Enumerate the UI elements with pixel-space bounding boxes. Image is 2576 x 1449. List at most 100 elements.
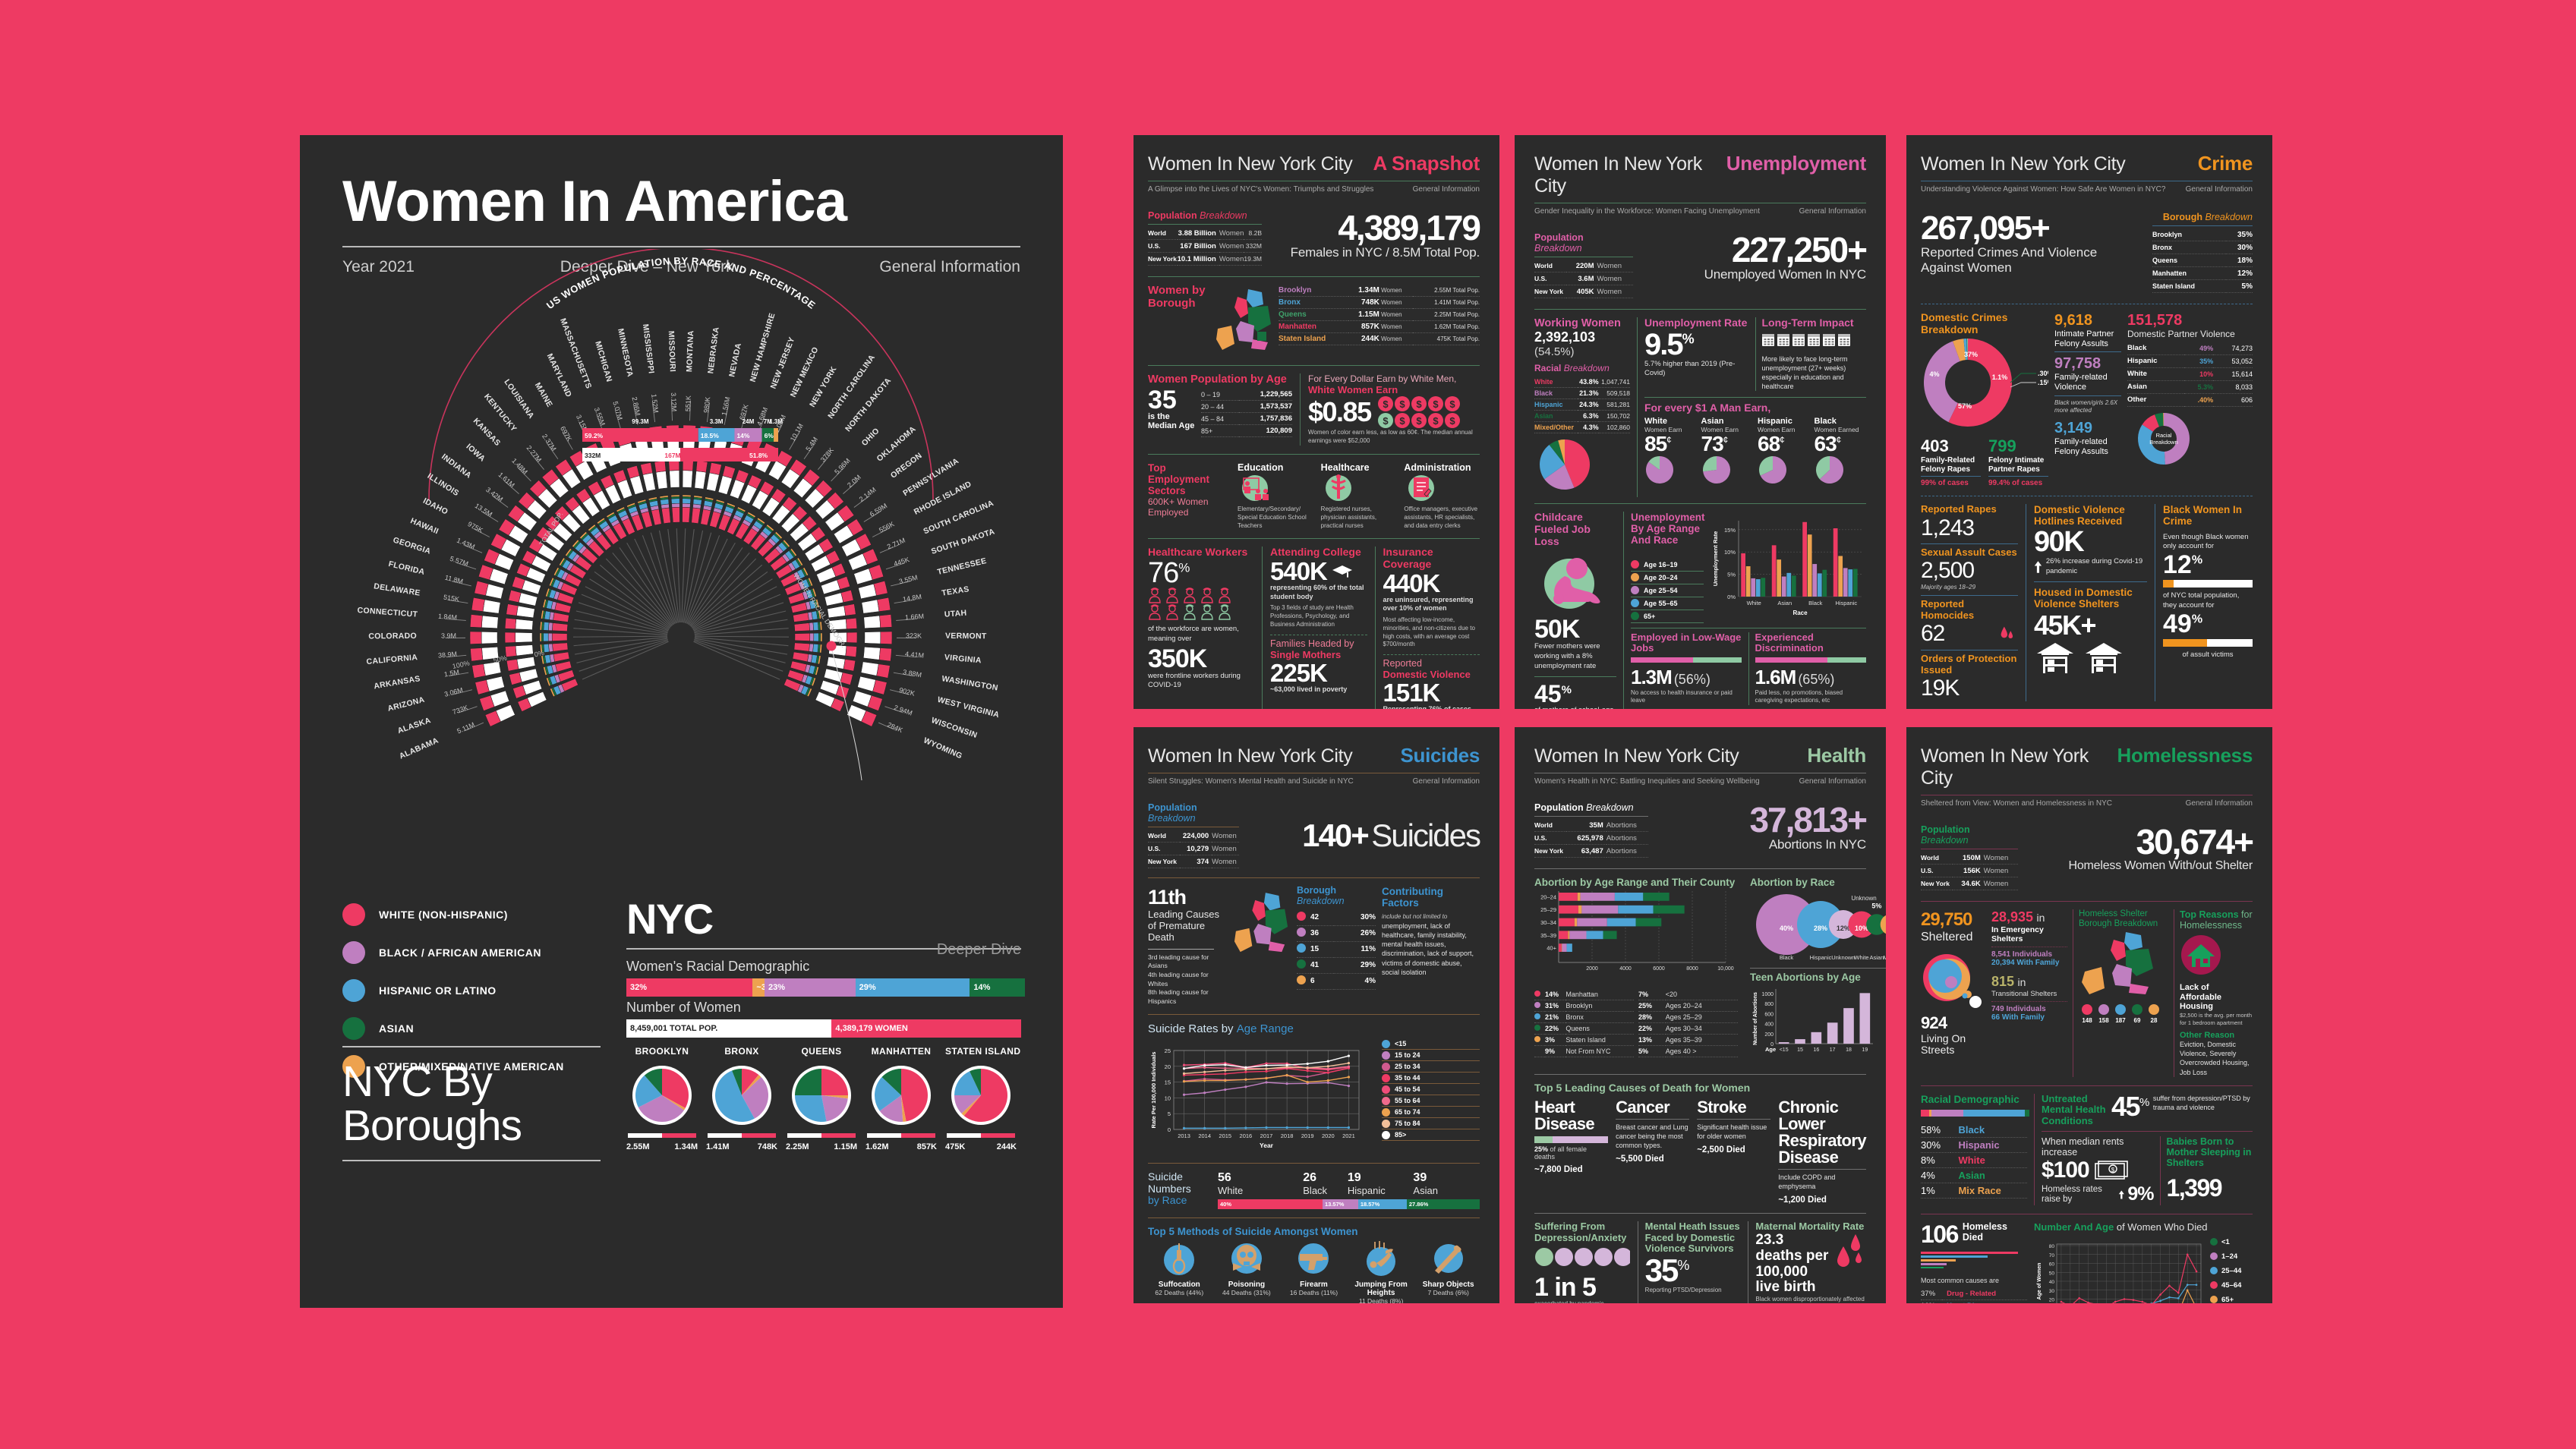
dv-title1: Reported bbox=[1383, 658, 1422, 669]
low-wage-note: No access to health insurance or paid le… bbox=[1631, 688, 1733, 704]
svg-text:2017: 2017 bbox=[1260, 1132, 1273, 1139]
legend-label: 25 to 34 bbox=[1395, 1063, 1420, 1071]
svg-text:1.61M: 1.61M bbox=[497, 471, 516, 489]
svg-text:5.07M: 5.07M bbox=[611, 401, 624, 421]
nyc-by-boroughs-heading: NYC By Boroughs bbox=[342, 1046, 601, 1162]
svg-text:2.27M: 2.27M bbox=[525, 444, 544, 464]
causes-lead: Most common causes are bbox=[1921, 1277, 2000, 1285]
svg-text:Mixed: Mixed bbox=[1883, 954, 1886, 961]
racial-bar-segment bbox=[1963, 1109, 2026, 1117]
svg-text:20–24: 20–24 bbox=[1540, 894, 1556, 901]
race-legend: WHITE (NON-HISPANIC) BLACK / AFRICAN AME… bbox=[342, 903, 593, 1093]
reasons-title1: Top Reasons bbox=[2180, 909, 2239, 920]
svg-text:1.5M: 1.5M bbox=[443, 668, 459, 678]
panel-category: Crime bbox=[2197, 152, 2253, 175]
svg-text:100%: 100% bbox=[452, 659, 471, 670]
svg-text:Age of Women: Age of Women bbox=[2037, 1262, 2042, 1299]
reasons-title2: for Homelessness bbox=[2180, 909, 2253, 931]
shelters-title: Housed in Domestic Violence Shelters bbox=[2034, 587, 2133, 610]
divider bbox=[342, 1046, 601, 1047]
babies-title: Babies Born to Mother Sleeping in Shelte… bbox=[2166, 1136, 2252, 1169]
legend-entry: 65+ bbox=[2210, 1293, 2253, 1307]
svg-text:18.5%: 18.5% bbox=[701, 432, 720, 439]
stat-97758-note: Black women/girls 2.6X more affected bbox=[2054, 398, 2118, 414]
svg-text:Race: Race bbox=[1792, 610, 1808, 616]
population-breakdown-title: Population Breakdown bbox=[1148, 802, 1197, 824]
table-row: U.S. 167 Billion Women 332M bbox=[1148, 239, 1262, 253]
svg-text:VERMONT: VERMONT bbox=[945, 632, 987, 641]
legend-label: <1 bbox=[2221, 1237, 2230, 1246]
svg-text:378K: 378K bbox=[819, 446, 835, 464]
panel-suicides: Women In New York City Suicides Silent S… bbox=[1128, 727, 1499, 1308]
legend-swatch bbox=[1382, 1051, 1390, 1060]
discrimination-pct: (65%) bbox=[1798, 671, 1835, 687]
unemployment-bar-chart: 0% 5% 10% 15% White Asian Black Hispanic Race Une… bbox=[1712, 521, 1862, 616]
childcare-note: Fewer mothers were working with a 8% une… bbox=[1534, 642, 1600, 670]
svg-text:.15%: .15% bbox=[2038, 379, 2048, 386]
stat-799: 799 bbox=[1988, 436, 2016, 456]
headline-word: Suicides bbox=[1371, 817, 1481, 853]
borough-pie-chart bbox=[632, 1066, 692, 1125]
svg-text:59.2%: 59.2% bbox=[585, 432, 604, 439]
black-women-title: Black Women In Crime bbox=[2163, 504, 2243, 528]
svg-text:$: $ bbox=[1416, 398, 1422, 410]
table-row: 3% Staten Island bbox=[1534, 1034, 1634, 1047]
svg-text:0: 0 bbox=[1770, 1042, 1774, 1047]
racial-bar-segment bbox=[1929, 1109, 1932, 1117]
working-women-number: 2,392,103 bbox=[1534, 329, 1596, 345]
knife-icon bbox=[1433, 1244, 1463, 1274]
svg-text:1.1%: 1.1% bbox=[1992, 373, 2008, 381]
table-row: 13% Ages 35–39 bbox=[1638, 1034, 1738, 1047]
svg-text:$: $ bbox=[1383, 398, 1389, 410]
svg-text:MISSOURI: MISSOURI bbox=[667, 331, 677, 373]
svg-text:158: 158 bbox=[2098, 1017, 2109, 1024]
borough-table: Brooklyn 35% Bronx 30% Queens 18% Manhatten 12%… bbox=[2152, 228, 2253, 293]
legend-label: 25–44 bbox=[2221, 1266, 2242, 1275]
svg-text:MINNESOTA: MINNESOTA bbox=[616, 328, 635, 378]
panel-homelessness: Women In New York City Homelessness Shel… bbox=[1901, 727, 2272, 1308]
domestic-crimes-title: Domestic Crimes Breakdown bbox=[1921, 311, 2008, 335]
stat-403: 403 bbox=[1921, 436, 1949, 456]
table-row: World 220M Women bbox=[1534, 260, 1633, 272]
unemployment-rate-note: 5.7% higher than 2019 (Pre-Covid) bbox=[1644, 359, 1736, 378]
rank-note-2: 4th leading cause for Whites bbox=[1148, 971, 1209, 988]
title-divider bbox=[342, 246, 1020, 248]
race-bar-segment: 18.57% bbox=[1357, 1199, 1407, 1210]
table-row: Staten Island 244K Women 475K Total Pop. bbox=[1279, 332, 1480, 345]
borough-name: BRONX bbox=[724, 1046, 759, 1057]
earn-pie-chart bbox=[1646, 455, 1673, 484]
borough-card: STATEN ISLAND 475K 244K bbox=[945, 1046, 1020, 1151]
svg-text:MICHIGAN: MICHIGAN bbox=[593, 340, 613, 383]
borough-pop-bar bbox=[628, 1133, 696, 1138]
mental-health-note: Reporting PTSD/Depression bbox=[1644, 1286, 1722, 1293]
svg-text:1.84M: 1.84M bbox=[438, 613, 458, 622]
table-row: 7% <20 bbox=[1638, 989, 1738, 1001]
stat-799-pct: 99.4% of cases bbox=[1988, 479, 2043, 488]
rent-note: Homeless rates raise by bbox=[2042, 1185, 2102, 1204]
svg-text:Unemployment Rate: Unemployment Rate bbox=[1712, 531, 1719, 587]
legend-entry: 75 to 84 bbox=[1382, 1118, 1480, 1130]
table-row: Queens 1.15M Women 2.25M Total Pop. bbox=[1279, 308, 1480, 321]
shelter-bunk-icons bbox=[2037, 643, 2122, 674]
emergency-individuals: 8,541 Individuals bbox=[1991, 950, 2053, 959]
college-title: Attending College bbox=[1270, 546, 1361, 559]
legend-label: Age 20–24 bbox=[1644, 573, 1678, 581]
svg-text:Rate Per 100,000 Individuals: Rate Per 100,000 Individuals bbox=[1150, 1052, 1157, 1129]
legend-swatch bbox=[1631, 612, 1639, 621]
svg-text:DELAWARE: DELAWARE bbox=[373, 581, 421, 597]
svg-text:<15: <15 bbox=[1780, 1047, 1789, 1053]
svg-text:0: 0 bbox=[1168, 1126, 1171, 1133]
nyc-borough-map bbox=[2082, 932, 2153, 995]
death-cause-bar bbox=[1534, 1136, 1609, 1143]
suicide-rates-legend: <15 15 to 24 25 to 34 35 to 44 45 to 54 … bbox=[1382, 1038, 1480, 1160]
death-cause-note: Breast cancer and Lung cancer being the … bbox=[1616, 1123, 1688, 1150]
orders-number: 19K bbox=[1921, 676, 1960, 701]
headline-number: 227,250+ bbox=[1731, 230, 1868, 269]
borough-numbers: 2.25M 1.15M bbox=[786, 1142, 857, 1151]
svg-text:2000: 2000 bbox=[1586, 966, 1598, 972]
table-row: 85+ 120,809 bbox=[1201, 424, 1292, 438]
svg-text:WISCONSIN: WISCONSIN bbox=[930, 716, 979, 740]
deeper-dive-label: Deeper Dive bbox=[936, 941, 1021, 958]
svg-text:80: 80 bbox=[2049, 1244, 2055, 1249]
svg-text:515K: 515K bbox=[443, 594, 459, 603]
